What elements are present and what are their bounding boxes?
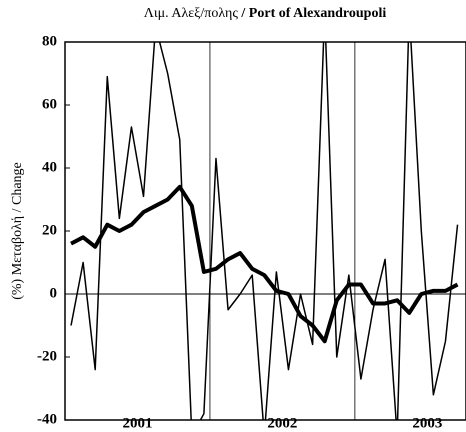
plot-area <box>70 42 459 420</box>
line-series <box>70 184 459 344</box>
x-tick-label: 2003 <box>412 415 442 431</box>
line-series <box>70 42 459 420</box>
y-tick-label: 60 <box>42 96 57 112</box>
y-tick-label: -40 <box>37 411 57 427</box>
chart-title: Λιμ. Αλεξ/πολης / Port of Alexandroupoli <box>144 6 387 21</box>
y-axis-label: (%) Μεταβολή / Change <box>10 162 25 300</box>
y-tick-label: 20 <box>42 222 57 238</box>
y-tick-label: -20 <box>37 348 57 364</box>
y-tick-label: 40 <box>42 159 57 175</box>
x-tick-label: 2001 <box>122 415 152 431</box>
title-english: / Port of Alexandroupoli <box>240 6 386 21</box>
y-tick-label: 80 <box>42 33 57 49</box>
x-tick-label: 2002 <box>267 415 297 431</box>
plot-frame <box>64 41 466 421</box>
y-tick-label: 0 <box>50 285 58 301</box>
title-greek: Λιμ. Αλεξ/πολης <box>144 6 239 21</box>
